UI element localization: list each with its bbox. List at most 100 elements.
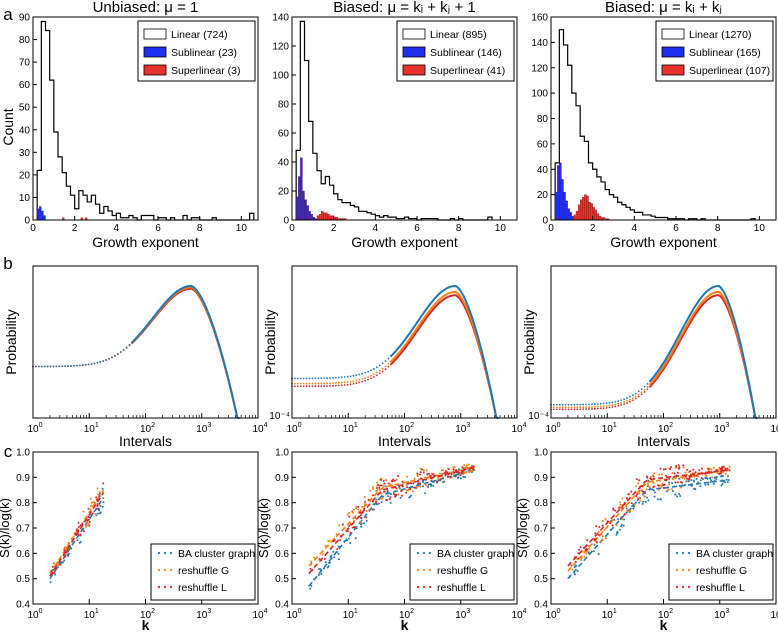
scatter-point: [348, 512, 351, 515]
scatter-point: [441, 476, 444, 479]
scatter-point: [338, 524, 341, 527]
scatter-point: [77, 525, 80, 528]
scatter-point: [387, 482, 390, 485]
legend-label: Superlinear (3): [171, 65, 240, 77]
scatter-point: [682, 464, 685, 467]
scatter-point: [698, 469, 701, 472]
scatter-point: [667, 489, 670, 492]
curve-dot: [355, 379, 358, 382]
scatter-point: [671, 482, 674, 485]
scatter-point: [454, 475, 457, 478]
curve-dot: [634, 395, 637, 398]
scatter-point: [380, 478, 383, 481]
curve-dot: [311, 382, 314, 385]
curve-dot: [629, 395, 631, 398]
legend-swatch: [661, 64, 685, 76]
legend-label: Superlinear (107): [689, 65, 770, 77]
scatter-point: [719, 472, 722, 475]
legend-label: BA cluster graph: [437, 548, 514, 560]
curve-dot: [352, 374, 355, 377]
scatter-point: [82, 510, 85, 513]
scatter-point: [380, 492, 383, 495]
scatter-point: [391, 480, 394, 483]
scatter-point: [678, 467, 681, 470]
hist-bar-sublinear: [306, 205, 309, 221]
scatter-point: [406, 475, 409, 478]
scatter-point: [395, 493, 398, 496]
scatter-point: [721, 467, 724, 470]
scatter-point: [339, 539, 342, 542]
y-tick-label: 0: [24, 216, 30, 227]
scatter-point: [64, 554, 67, 557]
hist-bar-sublinear: [302, 190, 305, 221]
scatter-point: [52, 568, 55, 571]
curve-dot: [637, 390, 640, 393]
scatter-point: [419, 485, 422, 488]
x-tick-label: 104: [511, 422, 526, 435]
curve-dot: [629, 400, 631, 403]
scatter-point: [466, 464, 469, 467]
scatter-point: [619, 503, 622, 506]
curve-dot: [605, 406, 608, 409]
legend-marker: [416, 585, 420, 589]
scatter-point: [620, 516, 623, 519]
curve-dot: [367, 370, 369, 373]
scatter-point: [570, 564, 573, 567]
curve-dot: [611, 406, 614, 408]
scatter-point: [400, 494, 403, 497]
x-tick-label: 6: [673, 223, 679, 234]
scatter-point: [699, 479, 702, 482]
scatter-point: [674, 493, 677, 496]
scatter-point: [586, 539, 589, 542]
scatter-point: [341, 523, 344, 526]
y-tick-label: 1.0: [534, 448, 548, 459]
legend-marker: [157, 551, 161, 555]
curve-dot: [349, 380, 352, 383]
legend-marker: [428, 551, 432, 555]
scatter-point: [313, 556, 316, 559]
curve-dot: [576, 406, 579, 409]
legend-marker: [687, 585, 691, 589]
scatter-point: [463, 464, 466, 467]
scatter-point: [428, 472, 431, 475]
scatter-point: [641, 490, 644, 493]
scatter-point: [434, 474, 437, 477]
curve-dot: [585, 406, 587, 409]
y-tick-label: 120: [531, 63, 548, 74]
curve-dot: [611, 404, 614, 406]
curve-dot: [320, 382, 323, 385]
scatter-point: [347, 537, 350, 540]
curve-dot: [81, 364, 84, 367]
scatter-point: [363, 522, 366, 525]
scatter-point: [446, 471, 449, 474]
scatter-point: [617, 518, 620, 521]
scatter-point: [351, 511, 354, 514]
curve-dot: [361, 380, 364, 383]
legend-marker: [157, 585, 161, 589]
scatter-point: [419, 471, 422, 474]
curve-dot: [334, 376, 337, 379]
scatter-point: [399, 496, 402, 499]
probability-curve: [648, 284, 758, 419]
y-tick-label: 100: [531, 89, 548, 100]
legend-label: Linear (724): [171, 29, 228, 41]
y-tick-label: 0.8: [16, 498, 30, 509]
curve-dot: [579, 408, 582, 411]
scatter-point: [328, 561, 331, 564]
curve-dot: [294, 377, 296, 380]
curve-dot: [355, 374, 358, 377]
scatter-point: [684, 471, 687, 474]
curve-dot: [384, 365, 387, 368]
scatter-point: [643, 492, 646, 495]
curve-dot: [555, 406, 558, 409]
curve-dot: [626, 402, 628, 404]
curve-dot: [49, 365, 52, 368]
x-tick-label: 103: [455, 422, 470, 435]
curve-dot: [378, 364, 381, 367]
curve-dot: [553, 406, 555, 409]
curve-dot: [302, 385, 305, 388]
scatter-point: [608, 522, 611, 525]
curve-dot: [340, 381, 343, 384]
scatter-point: [712, 466, 715, 469]
